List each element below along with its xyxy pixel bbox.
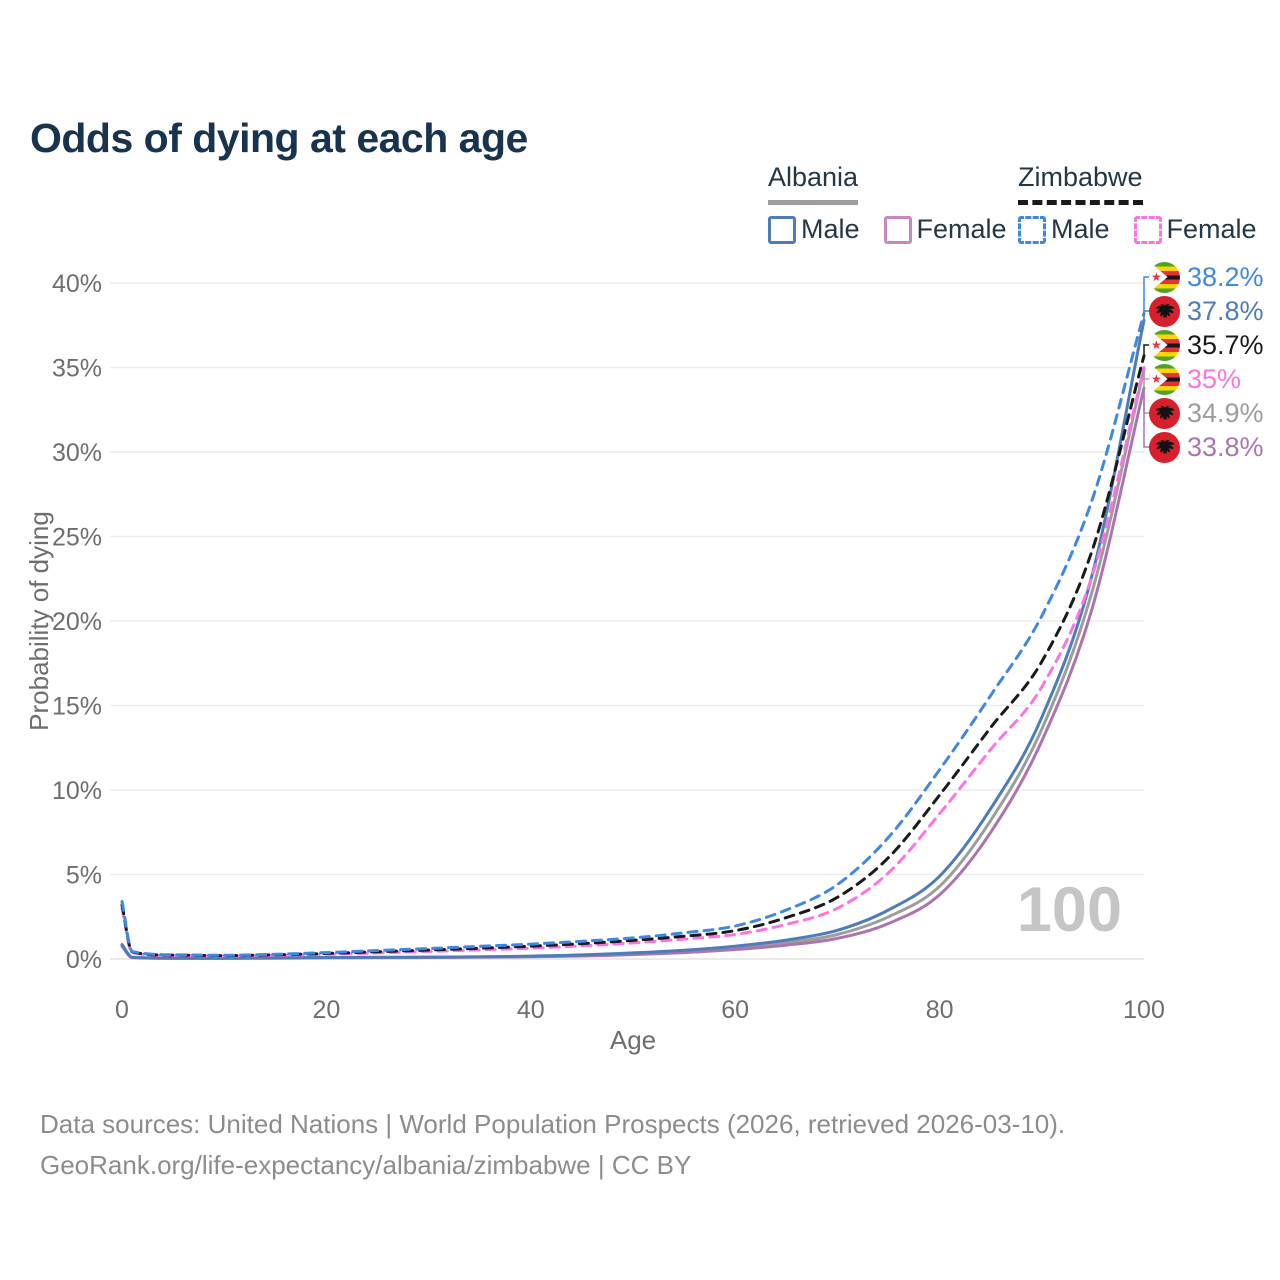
y-axis-title: Probability of dying <box>24 511 54 731</box>
x-tick-label: 40 <box>517 996 545 1024</box>
sources: Data sources: United Nations | World Pop… <box>40 1104 1065 1186</box>
zimbabwe-female-checkbox[interactable] <box>1133 215 1162 244</box>
y-tick-label: 30% <box>52 439 102 467</box>
albania-flag-icon <box>1149 295 1180 327</box>
x-tick-label: 60 <box>721 996 749 1024</box>
connector-zimbabwe-both <box>1143 344 1150 356</box>
y-tick-label: 10% <box>52 777 102 805</box>
legend-entry-zimbabwe-female: Female <box>1133 214 1257 245</box>
x-tick-label: 80 <box>926 996 954 1024</box>
connector-albania-male <box>1143 310 1150 321</box>
x-axis-title: Age <box>610 1025 656 1055</box>
legend-albania-row: Male Female <box>768 214 1007 245</box>
end-label-row-albania-both: 34.9% <box>1149 396 1264 430</box>
x-tick-label: 0 <box>115 996 129 1024</box>
flag-star: ★ <box>1151 371 1162 386</box>
y-tick-label: 0% <box>66 946 102 974</box>
line-albania-female <box>120 386 1146 960</box>
legend-entry-label: Female <box>1166 214 1257 244</box>
zimbabwe-flag-icon: ★ <box>1149 363 1180 395</box>
legend-entry-label: Male <box>1051 214 1110 244</box>
age-watermark: 100 <box>1016 875 1122 945</box>
connector-albania-female <box>1143 387 1150 448</box>
flag-star: ★ <box>1151 269 1162 284</box>
flag-star: ★ <box>1151 337 1162 352</box>
eagle-icon <box>1155 440 1174 455</box>
line-albania-both <box>120 367 1146 960</box>
end-label-value: 33.8% <box>1187 431 1264 462</box>
albania-flag-icon <box>1149 431 1180 463</box>
end-label-value: 35.7% <box>1187 329 1264 360</box>
connector-zimbabwe-male <box>1143 276 1150 314</box>
line-zimbabwe-both <box>120 354 1146 958</box>
zimbabwe-flag-icon: ★ <box>1149 329 1180 361</box>
end-label-value: 37.8% <box>1187 295 1264 326</box>
legend-country-zimbabwe: Zimbabwe Male Female <box>1018 162 1257 245</box>
page-title: Odds of dying at each age <box>30 115 528 162</box>
end-label-row-zimbabwe-male: ★ 38.2% <box>1149 260 1264 294</box>
legend-entry-albania-female: Female <box>883 214 1007 245</box>
source-line-2: GeoRank.org/life-expectancy/albania/zimb… <box>40 1150 692 1180</box>
x-tick-label: 20 <box>312 996 340 1024</box>
y-tick-label: 5% <box>66 862 102 890</box>
line-zimbabwe-male <box>120 311 1146 957</box>
legend-entry-zimbabwe-male: Male <box>1018 214 1110 245</box>
line-zimbabwe-female <box>120 366 1146 958</box>
albania-flag-icon <box>1149 397 1180 429</box>
albania-male-checkbox[interactable] <box>768 215 796 244</box>
y-tick-label: 15% <box>52 693 102 721</box>
end-label-value: 38.2% <box>1187 261 1264 292</box>
legend-albania-name[interactable]: Albania <box>768 162 859 205</box>
y-tick-label: 35% <box>52 355 102 383</box>
legend-zimbabwe-row: Male Female <box>1018 214 1257 245</box>
albania-female-checkbox[interactable] <box>883 215 912 244</box>
legend-entry-label: Female <box>916 214 1007 244</box>
eagle-icon <box>1155 304 1174 319</box>
end-label-row-zimbabwe-female: ★ 35% <box>1149 362 1241 396</box>
eagle-icon <box>1155 406 1174 421</box>
zimbabwe-male-checkbox[interactable] <box>1018 215 1046 244</box>
end-label-row-albania-female: 33.8% <box>1149 430 1264 464</box>
y-tick-label: 20% <box>52 608 102 636</box>
legend-entry-label: Male <box>801 214 860 244</box>
y-tick-label: 25% <box>52 524 102 552</box>
zimbabwe-flag-icon: ★ <box>1149 261 1180 293</box>
end-label-value: 34.9% <box>1187 397 1264 428</box>
legend-entry-albania-male: Male <box>768 214 860 245</box>
legend-country-albania: Albania Male Female <box>768 162 1007 245</box>
x-tick-label: 100 <box>1123 996 1165 1024</box>
y-tick-label: 40% <box>52 270 102 298</box>
end-label-row-zimbabwe-both: ★ 35.7% <box>1149 328 1264 362</box>
end-label-row-albania-male: 37.8% <box>1149 294 1264 328</box>
line-albania-male <box>120 318 1146 960</box>
source-line-1: Data sources: United Nations | World Pop… <box>40 1109 1066 1139</box>
legend-zimbabwe-name[interactable]: Zimbabwe <box>1018 162 1143 205</box>
end-label-value: 35% <box>1187 363 1242 394</box>
